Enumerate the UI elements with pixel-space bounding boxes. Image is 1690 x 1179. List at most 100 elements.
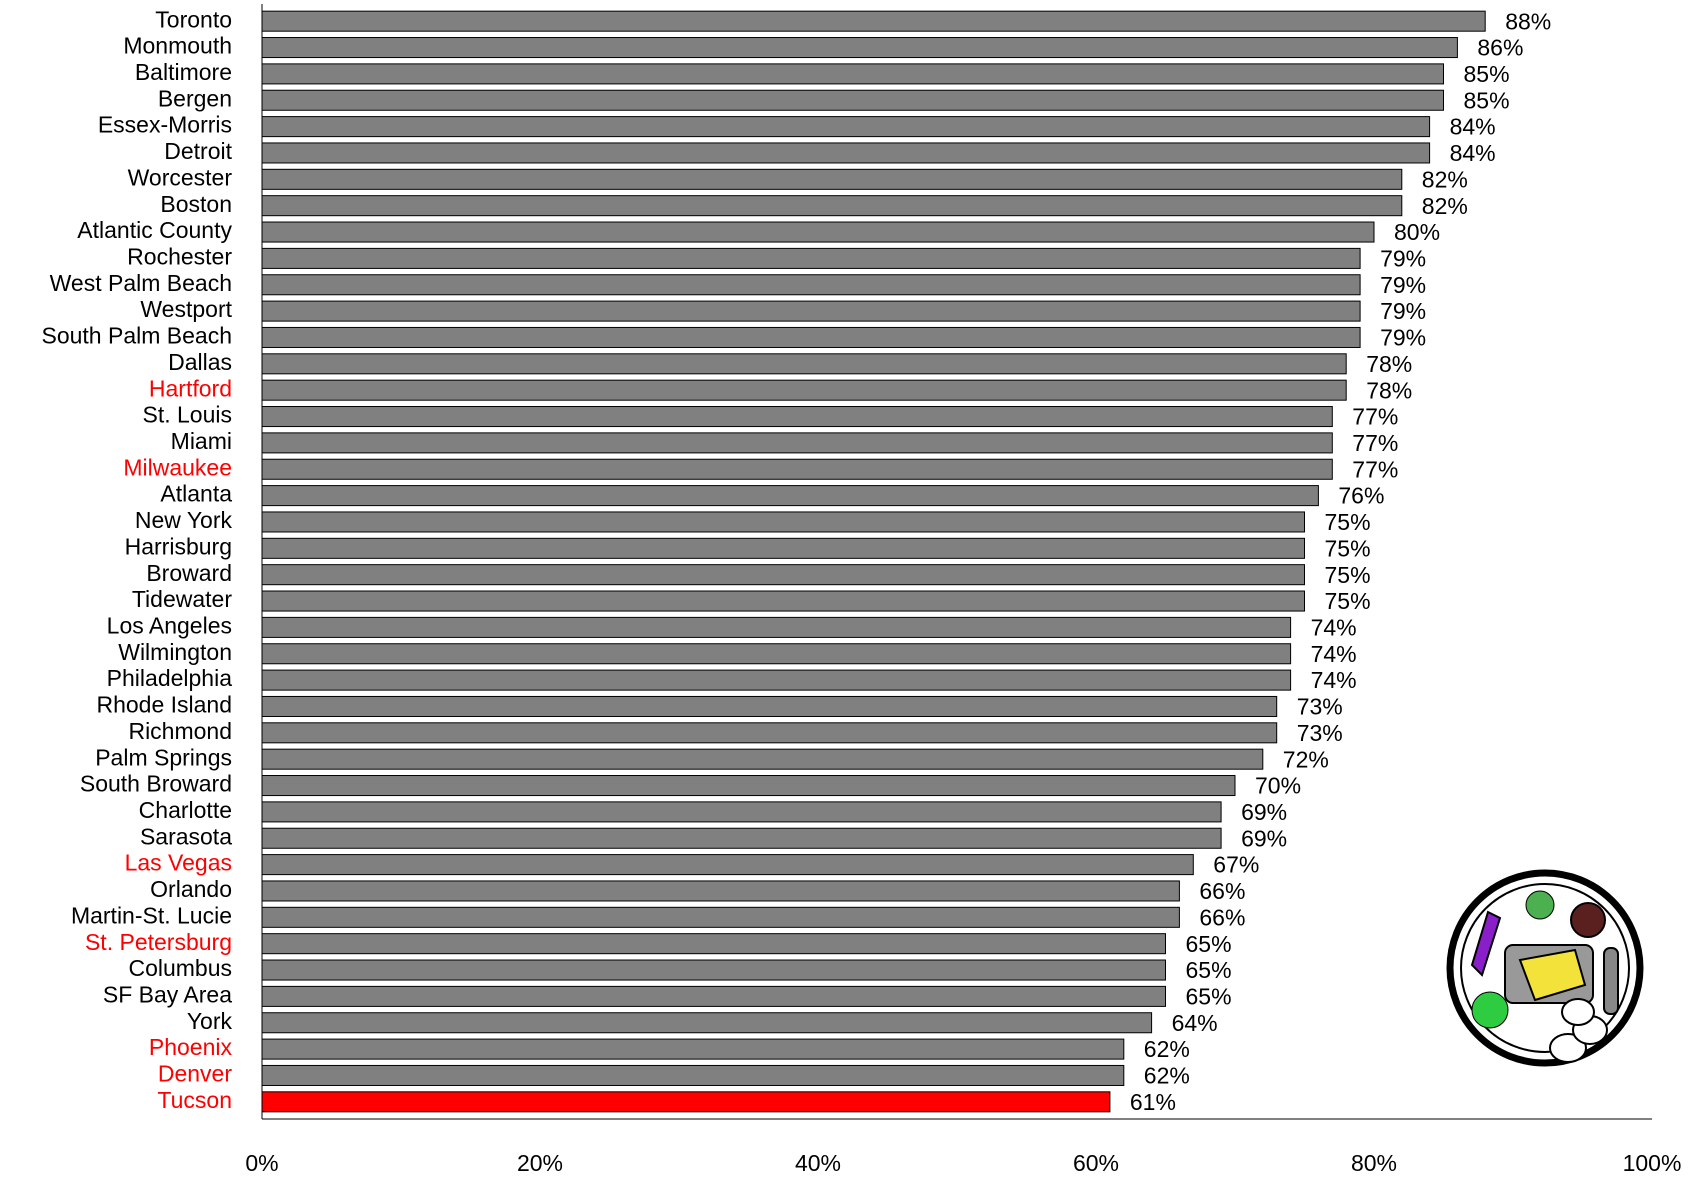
bar <box>261 168 1403 190</box>
bar <box>261 669 1292 691</box>
value-label: 86% <box>1477 35 1523 61</box>
value-label: 80% <box>1394 219 1440 245</box>
value-label: 77% <box>1352 404 1398 430</box>
y-tick-label: Martin-St. Lucie <box>71 902 232 928</box>
value-label: 79% <box>1380 245 1426 271</box>
bar <box>261 854 1194 876</box>
value-label: 67% <box>1213 852 1259 878</box>
bar <box>261 695 1278 717</box>
bar <box>261 432 1333 454</box>
y-tick-label: Toronto <box>155 6 232 32</box>
y-tick-label: Harrisburg <box>125 533 232 559</box>
value-label: 72% <box>1283 746 1329 772</box>
y-tick-label: Milwaukee <box>123 454 232 480</box>
y-tick-label: Denver <box>158 1061 232 1087</box>
value-label: 66% <box>1199 904 1245 930</box>
value-label: 75% <box>1325 562 1371 588</box>
value-label: 65% <box>1186 983 1232 1009</box>
bar <box>261 89 1444 111</box>
y-tick-label: Las Vegas <box>125 850 232 876</box>
y-tick-label: New York <box>135 507 233 533</box>
x-tick-label: 60% <box>1073 1150 1119 1176</box>
value-label: 77% <box>1352 430 1398 456</box>
y-tick-label: Bergen <box>158 85 232 111</box>
bar <box>261 458 1333 480</box>
y-tick-label: South Palm Beach <box>41 323 232 349</box>
value-label: 62% <box>1144 1036 1190 1062</box>
value-label: 74% <box>1311 667 1357 693</box>
value-label: 69% <box>1241 825 1287 851</box>
value-label: 69% <box>1241 799 1287 825</box>
y-tick-label: Charlotte <box>139 797 232 823</box>
bar <box>261 906 1180 928</box>
value-label: 75% <box>1325 588 1371 614</box>
y-tick-label: Columbus <box>128 955 232 981</box>
value-label: 74% <box>1311 614 1357 640</box>
bar <box>261 37 1458 59</box>
y-tick-label: Worcester <box>128 164 233 190</box>
bar <box>261 10 1486 32</box>
value-label: 66% <box>1199 878 1245 904</box>
bar <box>261 353 1347 375</box>
x-tick-label: 100% <box>1623 1150 1682 1176</box>
x-tick-label: 20% <box>517 1150 563 1176</box>
value-label: 84% <box>1450 114 1496 140</box>
y-tick-label: Richmond <box>128 718 232 744</box>
value-label: 64% <box>1172 1010 1218 1036</box>
y-tick-label: Palm Springs <box>95 744 232 770</box>
y-tick-label: Boston <box>160 191 232 217</box>
y-tick-label: Rhode Island <box>96 692 232 718</box>
value-label: 79% <box>1380 272 1426 298</box>
y-tick-label: Essex-Morris <box>98 112 232 138</box>
bar <box>261 643 1292 665</box>
value-label: 73% <box>1297 720 1343 746</box>
value-label: 78% <box>1366 377 1412 403</box>
bar <box>261 564 1305 586</box>
bar <box>261 985 1166 1007</box>
bar <box>261 1012 1153 1034</box>
value-label: 82% <box>1422 193 1468 219</box>
y-tick-label: Rochester <box>127 243 232 269</box>
value-label: 65% <box>1186 957 1232 983</box>
x-tick-label: 80% <box>1351 1150 1397 1176</box>
y-tick-label: Atlanta <box>160 481 232 507</box>
x-tick-label: 40% <box>795 1150 841 1176</box>
value-label: 74% <box>1311 641 1357 667</box>
value-label: 73% <box>1297 694 1343 720</box>
bar <box>261 221 1375 243</box>
y-tick-label: South Broward <box>80 771 232 797</box>
bar <box>261 775 1236 797</box>
y-tick-label: Phoenix <box>149 1034 233 1060</box>
y-tick-label: Baltimore <box>135 59 232 85</box>
value-label: 82% <box>1422 166 1468 192</box>
y-tick-label: Dallas <box>168 349 232 375</box>
value-label: 65% <box>1186 931 1232 957</box>
y-tick-label: York <box>187 1008 233 1034</box>
bar <box>261 406 1333 428</box>
value-label: 88% <box>1505 8 1551 34</box>
bar <box>261 880 1180 902</box>
bar <box>261 827 1222 849</box>
y-tick-label: Philadelphia <box>107 665 233 691</box>
value-label: 78% <box>1366 351 1412 377</box>
value-label: 62% <box>1144 1063 1190 1089</box>
value-label: 79% <box>1380 325 1426 351</box>
y-tick-label: Sarasota <box>140 823 232 849</box>
bar <box>261 537 1305 559</box>
bar <box>261 1091 1111 1113</box>
value-label: 85% <box>1464 87 1510 113</box>
bar <box>261 511 1305 533</box>
bar <box>261 722 1278 744</box>
bar <box>261 300 1361 322</box>
value-label: 85% <box>1464 61 1510 87</box>
y-tick-label: Monmouth <box>123 33 232 59</box>
bar <box>261 247 1361 269</box>
bar <box>261 1064 1125 1086</box>
y-tick-label: SF Bay Area <box>103 981 232 1007</box>
bar <box>261 142 1431 164</box>
bar <box>261 748 1264 770</box>
y-tick-label: West Palm Beach <box>50 270 232 296</box>
y-tick-label: Atlantic County <box>77 217 232 243</box>
y-tick-label: Detroit <box>164 138 232 164</box>
